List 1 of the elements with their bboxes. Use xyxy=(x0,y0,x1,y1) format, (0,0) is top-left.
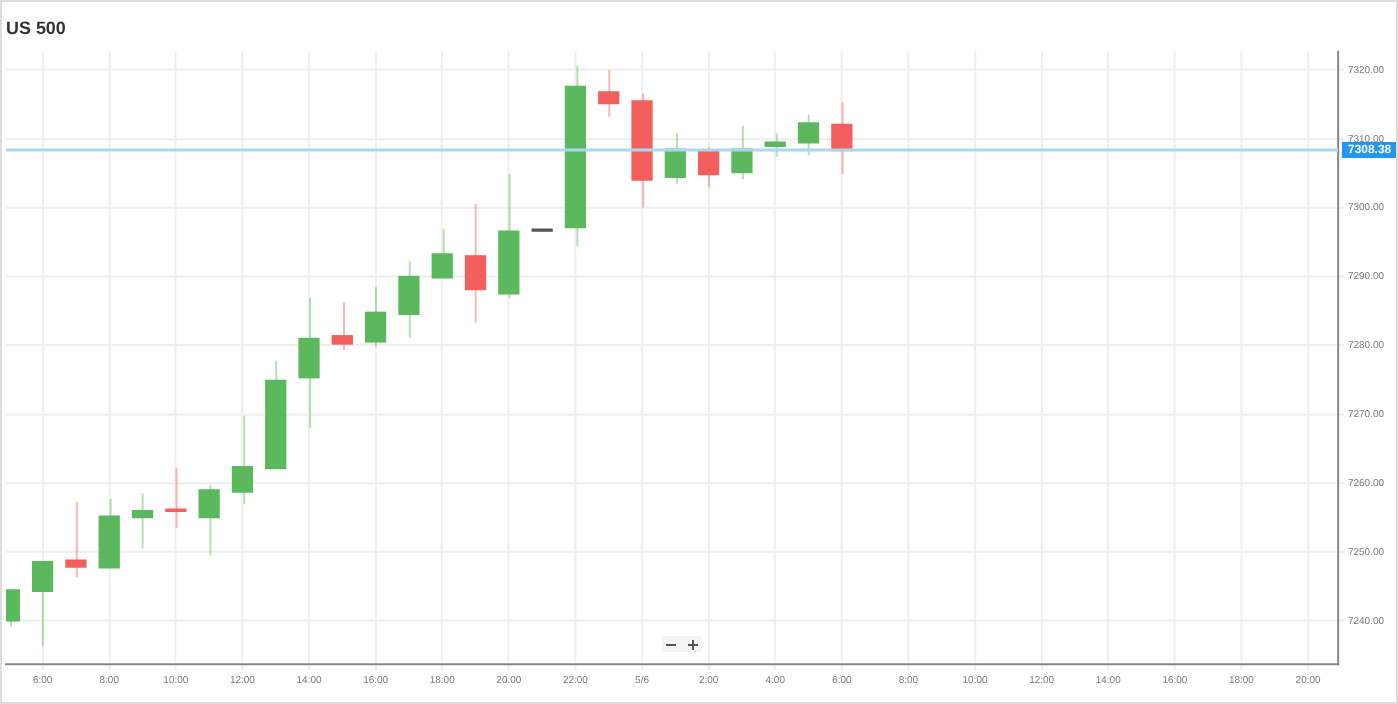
chart-title: US 500 xyxy=(5,17,66,38)
